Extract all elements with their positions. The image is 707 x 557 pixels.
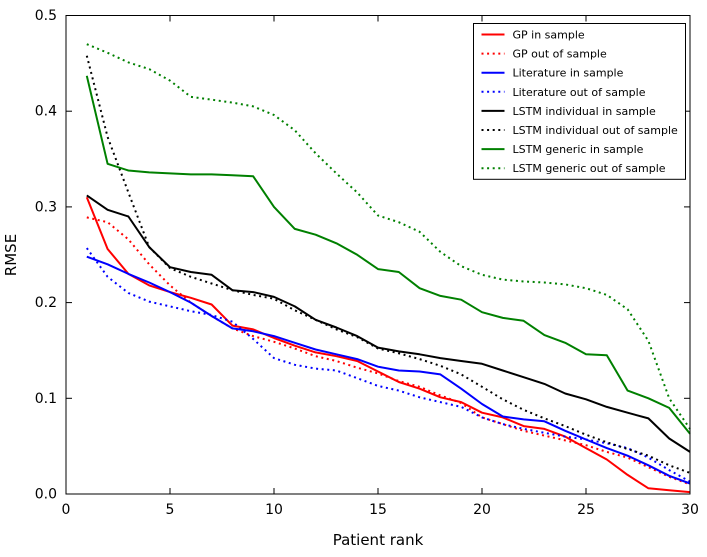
legend-item-label: Literature out of sample: [513, 86, 646, 99]
y-tick-label: 0.1: [35, 391, 57, 407]
x-tick-label: 15: [369, 502, 387, 518]
x-tick-label: 10: [265, 502, 283, 518]
series-line-literature-in-sample: [86, 255, 691, 485]
x-tick-label: 0: [62, 502, 71, 518]
series-line-lstm-generic-in-sample: [85, 75, 691, 435]
series-line-literature-out-of-sample: [85, 247, 691, 483]
series-line-lstm-individual-in-sample: [86, 194, 691, 453]
legend-item-label: LSTM individual out of sample: [513, 124, 679, 137]
x-axis-label: Patient rank: [333, 531, 424, 549]
y-axis-label: RMSE: [2, 234, 20, 276]
y-tick-label: 0.5: [35, 8, 57, 24]
legend-item-label: GP in sample: [513, 29, 585, 42]
x-tick-label: 5: [166, 502, 175, 518]
x-tick-label: 30: [681, 502, 699, 518]
x-tick-label: 25: [577, 502, 595, 518]
series-line-gp-in-sample: [85, 196, 691, 494]
legend-item-label: Literature in sample: [513, 67, 624, 80]
series-line-lstm-generic-out-of-sample: [86, 43, 691, 430]
y-tick-label: 0.4: [35, 104, 57, 120]
series-line-lstm-individual-out-of-sample: [85, 55, 691, 474]
chart-layer: 0 5 10 15 20 25 30 0.0 0.1 0.2 0.3 0.4 0.5 GP in samp…: [35, 8, 699, 518]
legend-item-label: GP out of sample: [513, 48, 607, 61]
legend-box: [473, 23, 686, 180]
y-tick-label: 0.3: [35, 199, 57, 215]
legend-item-label: LSTM individual in sample: [513, 105, 656, 118]
legend-item-label: LSTM generic in sample: [513, 143, 644, 156]
y-tick-label: 0.0: [35, 487, 57, 503]
legend-item-label: LSTM generic out of sample: [513, 162, 666, 175]
y-tick-label: 0.2: [35, 295, 57, 311]
x-tick-label: 20: [473, 502, 491, 518]
